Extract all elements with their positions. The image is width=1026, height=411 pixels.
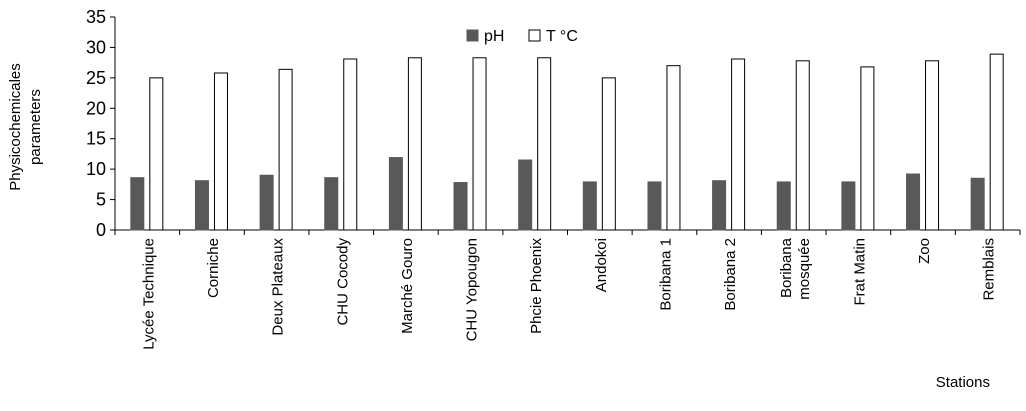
x-tick-label-line: Phcie Phoenix xyxy=(528,238,545,334)
y-tick-label: 5 xyxy=(96,190,106,210)
bar xyxy=(647,181,662,231)
y-tick-label: 35 xyxy=(86,7,106,27)
x-tick-label: Boribana 2 xyxy=(722,238,739,311)
x-tick-label-line: Remblais xyxy=(981,238,998,301)
bar xyxy=(518,159,533,231)
x-tick-label-line: Zoo xyxy=(916,238,933,264)
legend: pH T °C xyxy=(466,28,578,45)
bar xyxy=(712,180,727,231)
x-tick-label-line: mosquée xyxy=(796,238,813,300)
x-axis-title: Stations xyxy=(936,374,990,391)
bar xyxy=(860,66,875,231)
x-tick-label: CHU Cocody xyxy=(334,238,351,326)
bar xyxy=(324,177,339,231)
bar xyxy=(731,58,746,231)
legend-swatch xyxy=(466,29,479,42)
y-tick-label: 20 xyxy=(86,98,106,118)
bar xyxy=(388,157,403,231)
x-tick-label-line: CHU Cocody xyxy=(334,238,351,326)
x-tick-label: Deux Plateaux xyxy=(270,238,287,336)
x-tick-label-line: Lycée Technique xyxy=(140,238,157,350)
bar xyxy=(130,177,145,231)
x-tick-label: Corniche xyxy=(205,238,222,298)
bar xyxy=(343,58,358,231)
y-axis-title-line: Physicochemicales xyxy=(7,63,24,191)
x-tick-label-line: Frat Matin xyxy=(851,238,868,306)
y-axis: 0 5 10 15 20 25 30 35 xyxy=(86,7,116,240)
bar xyxy=(841,181,856,231)
x-axis: Lycée Technique Corniche Deux Plateaux CHU … xyxy=(114,229,1021,350)
x-tick-label-line: Boribana 1 xyxy=(657,238,674,311)
legend-label: T °C xyxy=(546,28,578,45)
x-tick-label-line: CHU Yopougon xyxy=(464,238,481,341)
bar xyxy=(278,68,293,231)
bar xyxy=(795,60,810,231)
bar xyxy=(407,57,422,231)
x-tick-label: Marché Gouro xyxy=(399,238,416,334)
x-tick-label-line: Marché Gouro xyxy=(399,238,416,334)
x-tick-label-line: Boribana 2 xyxy=(722,238,739,311)
bar xyxy=(213,72,228,231)
x-tick-label: Andokoi xyxy=(593,238,610,292)
bar xyxy=(453,182,468,231)
x-tick-label-line: Corniche xyxy=(205,238,222,298)
y-axis-title-line: parameters xyxy=(27,89,44,165)
x-tick-label: Lycée Technique xyxy=(140,238,157,350)
bar xyxy=(989,53,1004,231)
x-tick-label: Remblais xyxy=(981,238,998,301)
x-tick-label: Phcie Phoenix xyxy=(528,238,545,334)
y-tick-label: 30 xyxy=(86,37,106,57)
y-tick-label: 25 xyxy=(86,68,106,88)
x-tick-label-line: Deux Plateaux xyxy=(270,238,287,336)
bar xyxy=(582,181,597,231)
y-axis-title: Physicochemicales parameters xyxy=(7,63,44,191)
x-tick-label-line: Andokoi xyxy=(593,238,610,292)
y-tick-label: 10 xyxy=(86,159,106,179)
bar xyxy=(601,77,616,231)
bar xyxy=(194,180,209,231)
x-tick-label: Boribana 1 xyxy=(657,238,674,311)
legend-label: pH xyxy=(484,28,504,45)
bar xyxy=(259,174,274,231)
bar xyxy=(906,173,921,231)
x-tick-label: Zoo xyxy=(916,238,933,264)
series-temperature xyxy=(149,53,1004,231)
x-tick-label: Frat Matin xyxy=(851,238,868,306)
y-tick-label: 0 xyxy=(96,220,106,240)
x-tick-label: Boribana mosquée xyxy=(778,237,813,299)
x-tick-label-line: Boribana xyxy=(778,237,795,298)
bar xyxy=(472,57,487,231)
bar xyxy=(666,65,681,231)
bar xyxy=(537,57,552,231)
x-tick-label: CHU Yopougon xyxy=(464,238,481,341)
bar xyxy=(776,181,791,231)
y-tick-label: 15 xyxy=(86,129,106,149)
legend-swatch xyxy=(528,29,541,42)
bar xyxy=(970,177,985,231)
bar xyxy=(925,60,940,231)
bar xyxy=(149,77,164,231)
bars xyxy=(130,53,1004,231)
series-ph xyxy=(130,157,985,231)
